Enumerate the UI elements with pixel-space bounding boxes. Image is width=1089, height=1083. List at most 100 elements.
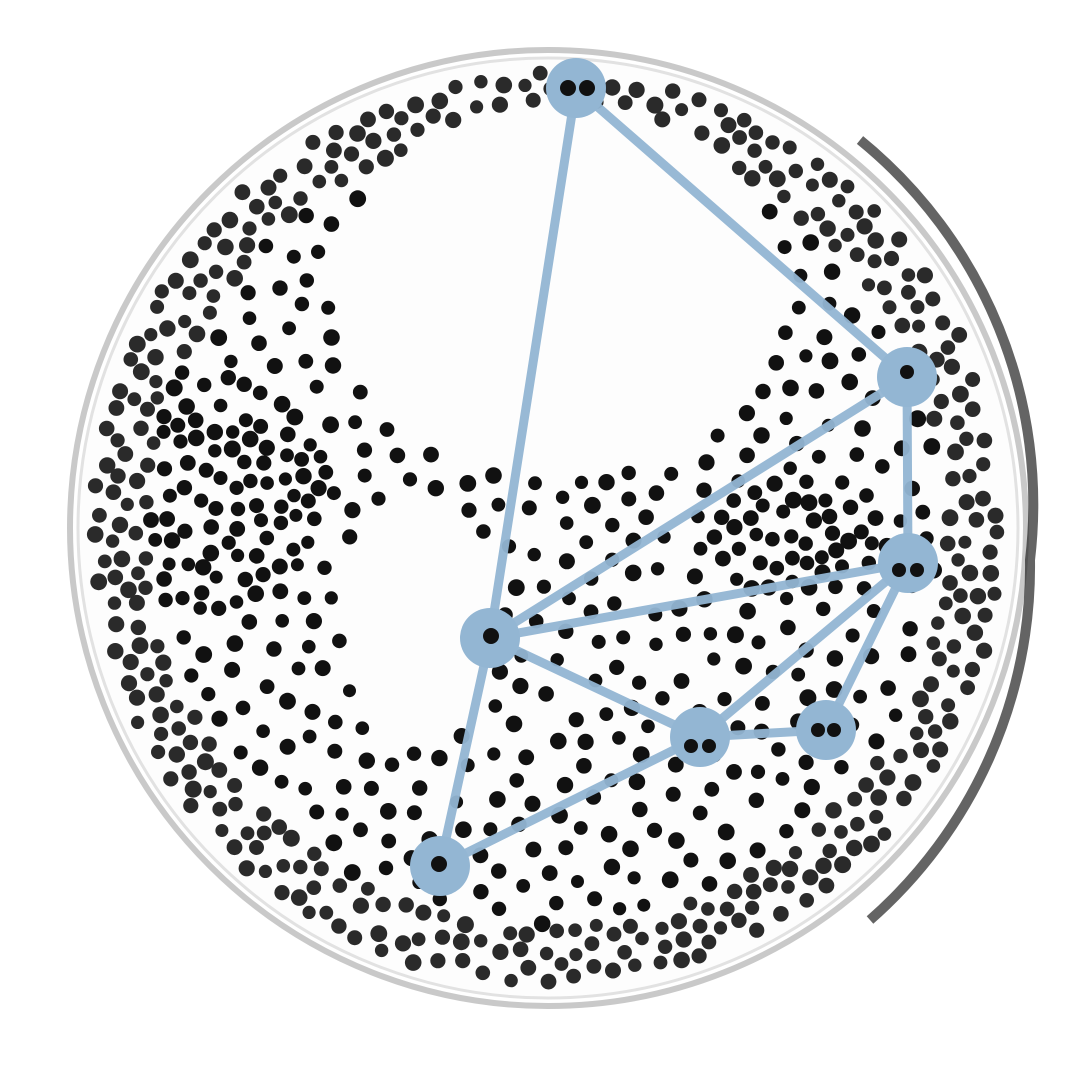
colony <box>825 681 843 698</box>
colony <box>540 973 557 990</box>
colony <box>140 667 155 682</box>
colony <box>276 859 291 873</box>
colony <box>977 607 993 623</box>
colony <box>252 385 268 401</box>
colony <box>761 203 778 220</box>
colony <box>541 865 558 881</box>
colony <box>211 710 228 727</box>
colony <box>815 857 832 874</box>
colony <box>187 412 204 429</box>
colony <box>692 918 708 934</box>
colony <box>794 802 811 819</box>
colony <box>398 897 414 913</box>
colony <box>525 92 541 108</box>
colony <box>128 335 146 353</box>
colony <box>665 83 681 99</box>
colony <box>302 729 317 744</box>
colony <box>909 726 924 741</box>
colony <box>554 957 569 971</box>
colony <box>568 923 582 937</box>
colony <box>475 965 491 981</box>
colony <box>866 604 881 618</box>
colony <box>825 802 842 819</box>
colony <box>314 660 331 677</box>
colony <box>989 524 1005 540</box>
colony <box>713 137 731 154</box>
colony <box>698 454 715 471</box>
colony <box>941 509 959 527</box>
colony <box>148 686 165 703</box>
colony <box>870 789 887 806</box>
colony <box>156 461 173 477</box>
colony <box>261 212 276 226</box>
colony <box>938 596 953 611</box>
colony <box>816 601 831 617</box>
colony <box>312 174 327 189</box>
colony <box>858 777 874 793</box>
colony <box>821 171 838 188</box>
colony <box>394 935 412 952</box>
colony <box>612 731 626 745</box>
colony <box>771 742 786 757</box>
colony <box>195 646 213 663</box>
colony <box>655 921 669 935</box>
colony <box>726 764 742 780</box>
colony <box>749 842 766 859</box>
colony <box>202 544 220 562</box>
colony <box>131 566 145 581</box>
colony <box>750 764 766 780</box>
colony <box>950 415 965 431</box>
colony <box>913 742 929 759</box>
colony <box>751 635 766 650</box>
colony <box>196 753 214 771</box>
colony <box>802 869 819 886</box>
colony <box>661 871 679 889</box>
colony <box>811 723 825 737</box>
colony <box>762 877 778 893</box>
colony <box>427 480 444 497</box>
colony <box>273 515 289 531</box>
colony <box>278 472 292 486</box>
colony <box>394 143 408 157</box>
colony <box>605 962 621 979</box>
colony <box>584 496 601 514</box>
colony <box>378 860 394 876</box>
colony <box>747 143 762 158</box>
colony <box>941 698 956 713</box>
dish-rim-inner <box>76 56 1020 1000</box>
colony <box>317 560 332 575</box>
colony <box>375 896 391 913</box>
colony <box>749 527 764 542</box>
colony <box>241 430 259 448</box>
colony <box>818 877 835 894</box>
colony <box>181 764 197 780</box>
colony <box>532 65 548 81</box>
colony <box>128 689 146 706</box>
colony <box>686 568 703 585</box>
colony <box>964 401 981 418</box>
colony <box>273 168 288 183</box>
colony <box>603 858 621 876</box>
colony <box>184 780 202 798</box>
colony <box>877 280 892 296</box>
colony <box>599 707 614 721</box>
colony <box>507 579 525 596</box>
colony <box>461 502 477 518</box>
edge <box>435 732 705 871</box>
colony <box>783 461 797 475</box>
colony <box>926 410 943 427</box>
colony <box>775 772 790 786</box>
colony <box>353 822 368 838</box>
colony <box>138 551 154 566</box>
colony <box>470 100 484 114</box>
colony <box>650 562 665 576</box>
colony <box>163 532 181 549</box>
colony <box>221 535 236 550</box>
edge <box>695 558 913 742</box>
colony <box>131 715 145 730</box>
colony <box>171 721 186 736</box>
colony <box>816 329 833 346</box>
colony <box>404 954 422 971</box>
colony <box>226 425 240 439</box>
colony <box>909 410 927 428</box>
